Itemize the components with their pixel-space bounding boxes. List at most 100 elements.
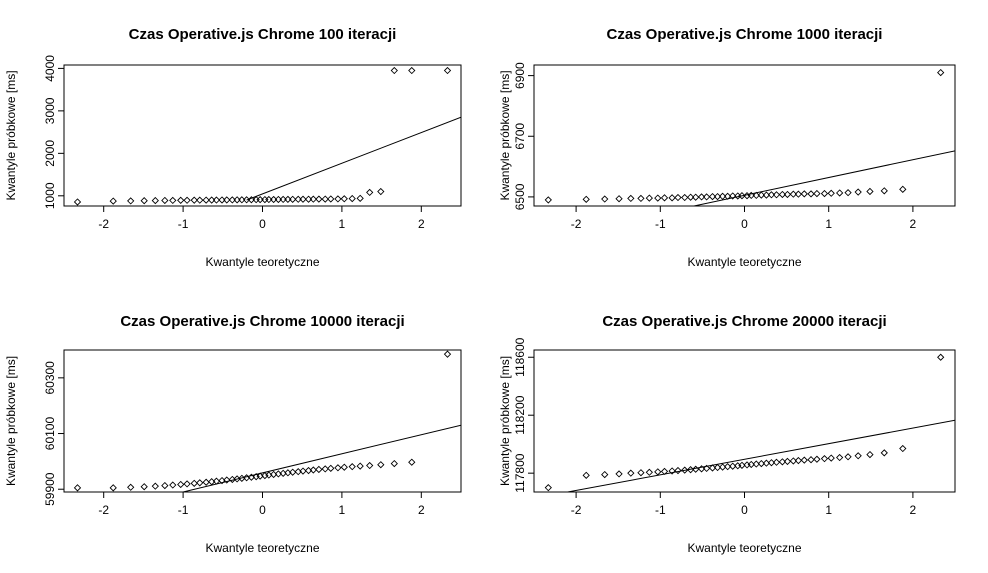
qq-point [169, 196, 177, 205]
qq-point [820, 189, 829, 198]
x-tick-label: -1 [178, 503, 189, 517]
x-axis-label: Kwantyle teoretyczne [205, 255, 319, 269]
qq-point [443, 66, 452, 75]
qq-point [899, 444, 907, 453]
qq-point [348, 194, 356, 203]
qq-point [762, 191, 771, 199]
qq-point [544, 196, 552, 204]
qq-points [544, 68, 945, 204]
y-tick-label: 118600 [513, 337, 527, 376]
qq-point [151, 482, 159, 490]
qq-point [854, 452, 862, 460]
qq-point [228, 196, 236, 204]
qq-point [202, 196, 210, 204]
qq-point [334, 195, 342, 203]
qq-point [202, 478, 210, 486]
qq-point [208, 196, 216, 204]
x-tick-label: -1 [178, 217, 189, 231]
chart-title: Czas Operative.js Chrome 100 iteracji [129, 26, 397, 43]
qq-point [242, 196, 251, 204]
qq-point [274, 195, 283, 204]
qq-point [692, 465, 700, 473]
chart-title: Czas Operative.js Chrome 20000 iteracji [602, 313, 886, 330]
qq-point [309, 466, 317, 474]
chart-panel-3: Czas Operative.js Chrome 10000 iteracji -… [4, 313, 462, 555]
x-tick-label: 0 [741, 503, 748, 517]
qq-point [854, 188, 862, 196]
qq-reference-line [182, 424, 461, 492]
qq-point [356, 194, 364, 202]
qq-point [334, 464, 342, 472]
y-tick-label: 2000 [43, 140, 57, 167]
x-tick-label: 2 [910, 217, 917, 231]
qq-points [73, 350, 452, 492]
qq-point [718, 192, 727, 200]
qq-point [729, 192, 737, 200]
qq-point [223, 476, 231, 484]
qq-point [327, 195, 335, 203]
plot-frame [533, 64, 956, 207]
qq-point [348, 463, 356, 471]
x-tick-label: -2 [571, 503, 582, 517]
qq-point [327, 464, 335, 472]
qq-point [304, 195, 313, 203]
qq-point [183, 480, 191, 488]
qq-point [827, 189, 835, 197]
qq-point [713, 192, 722, 201]
qq-point [356, 462, 364, 470]
x-tick-label: 1 [339, 503, 346, 517]
y-tick-label: 6900 [513, 62, 527, 89]
qq-point [813, 455, 821, 463]
qq-point [321, 465, 329, 473]
qq-point [238, 196, 246, 204]
qq-point [866, 450, 874, 459]
qq-point [582, 471, 590, 479]
qq-points [544, 353, 945, 492]
qq-point [169, 481, 177, 489]
qq-point [880, 449, 888, 457]
qq-point [390, 459, 398, 468]
qq-reference-line [567, 419, 955, 492]
chart-panel-4: Czas Operative.js Chrome 20000 iteracji -… [498, 313, 956, 555]
qq-point [668, 467, 676, 475]
qq-point [279, 195, 287, 204]
qq-point [377, 461, 385, 469]
chart-panel-1: Czas Operative.js Chrome 100 iteracji -2 -… [4, 26, 462, 269]
qq-point [544, 484, 552, 492]
qq-point [813, 189, 821, 198]
x-tick-label: 1 [825, 503, 832, 517]
qq-point [836, 189, 844, 197]
qq-point [443, 350, 452, 358]
x-axis-label: Kwantyle teoretyczne [687, 255, 801, 269]
qq-point [937, 353, 945, 361]
qq-point [366, 188, 374, 197]
qq-point [256, 195, 264, 204]
x-tick-label: 0 [259, 503, 266, 517]
qq-point [681, 466, 689, 474]
y-axis-label: Kwantyle próbkowe [ms] [4, 70, 18, 200]
qq-point [899, 185, 907, 193]
qq-point [783, 457, 792, 466]
qq-point [637, 469, 645, 477]
qq-point [880, 187, 888, 195]
plot-frame [533, 349, 956, 493]
plot-frame [63, 64, 462, 207]
x-tick-label: 2 [418, 217, 425, 231]
qq-point [212, 477, 221, 485]
qq-point [827, 454, 835, 462]
qq-point [654, 194, 662, 202]
x-tick-label: -2 [98, 217, 109, 231]
qq-point [627, 469, 635, 477]
qq-point [321, 195, 329, 203]
x-tick-label: 0 [741, 217, 748, 231]
y-tick-label: 6700 [513, 123, 527, 150]
y-tick-label: 1000 [43, 182, 57, 209]
qq-point [645, 468, 653, 476]
qq-point [747, 191, 755, 200]
qq-point [794, 190, 803, 198]
qq-point [377, 187, 385, 196]
qq-point [247, 196, 256, 204]
qq-point [674, 466, 682, 475]
qq-point [674, 193, 682, 202]
qq-point [660, 467, 669, 476]
